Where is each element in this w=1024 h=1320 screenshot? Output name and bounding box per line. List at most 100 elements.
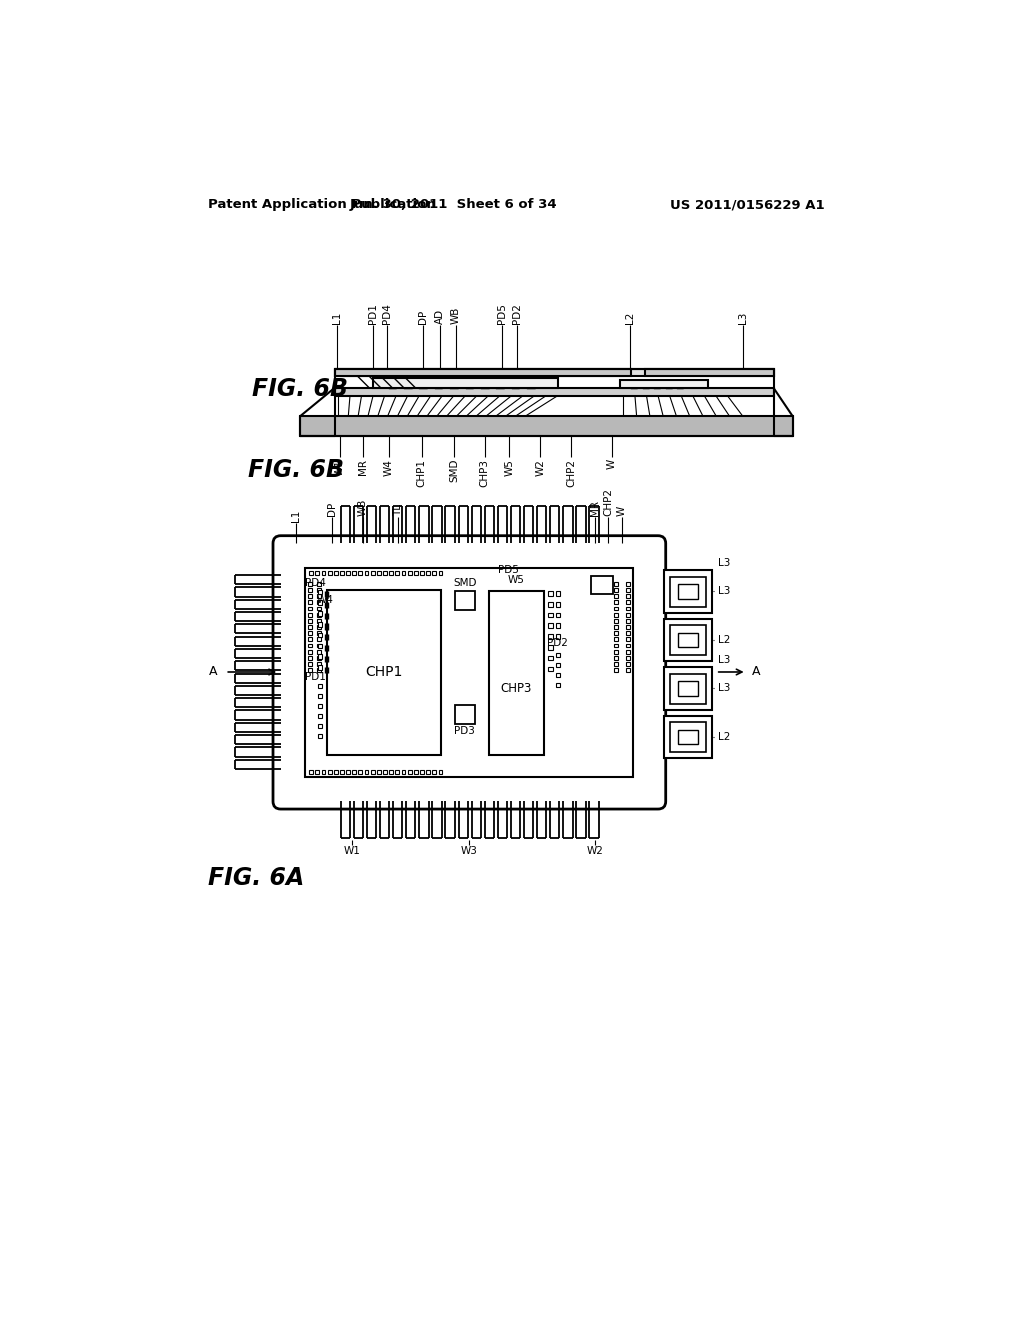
Bar bbox=[335, 368, 773, 376]
Bar bbox=[316, 644, 321, 647]
Text: L1: L1 bbox=[291, 510, 301, 521]
Bar bbox=[328, 770, 332, 774]
Bar bbox=[671, 577, 706, 607]
Bar bbox=[548, 645, 553, 649]
Bar bbox=[316, 601, 321, 605]
Bar bbox=[316, 619, 321, 623]
Text: FIG. 6B: FIG. 6B bbox=[248, 458, 344, 482]
Bar bbox=[627, 644, 631, 647]
Bar bbox=[627, 601, 631, 605]
Bar bbox=[317, 622, 323, 627]
Text: L2: L2 bbox=[718, 731, 730, 742]
Text: DP: DP bbox=[418, 310, 428, 323]
Bar bbox=[401, 572, 406, 576]
Bar bbox=[300, 416, 793, 436]
Bar bbox=[316, 631, 321, 635]
Bar bbox=[548, 591, 553, 595]
Bar bbox=[627, 589, 631, 591]
Bar bbox=[556, 612, 560, 618]
Bar bbox=[395, 770, 399, 774]
Text: W2: W2 bbox=[536, 459, 545, 475]
Text: L3: L3 bbox=[718, 684, 730, 693]
Bar bbox=[352, 572, 356, 576]
Bar bbox=[627, 594, 631, 598]
Bar bbox=[591, 576, 612, 594]
Bar bbox=[426, 770, 430, 774]
Text: PD5: PD5 bbox=[498, 304, 508, 323]
Bar bbox=[358, 572, 362, 576]
Bar bbox=[665, 668, 712, 710]
Bar bbox=[317, 590, 323, 594]
Text: CHP2: CHP2 bbox=[603, 487, 613, 516]
Text: W5: W5 bbox=[505, 459, 514, 475]
Bar bbox=[315, 770, 319, 774]
Bar bbox=[614, 644, 617, 647]
Bar bbox=[414, 770, 418, 774]
Bar bbox=[556, 623, 560, 628]
Bar bbox=[340, 770, 344, 774]
Bar bbox=[308, 612, 312, 616]
Bar bbox=[316, 594, 321, 598]
Text: Jun. 30, 2011  Sheet 6 of 34: Jun. 30, 2011 Sheet 6 of 34 bbox=[350, 198, 558, 211]
Bar bbox=[548, 612, 553, 618]
Bar bbox=[317, 684, 323, 688]
Bar bbox=[317, 611, 323, 615]
Bar bbox=[308, 607, 312, 610]
Text: W: W bbox=[607, 459, 616, 469]
Text: W2: W2 bbox=[587, 846, 603, 857]
Text: WB: WB bbox=[358, 499, 368, 516]
Bar bbox=[665, 570, 712, 612]
Bar bbox=[317, 632, 323, 638]
Text: Patent Application Publication: Patent Application Publication bbox=[208, 198, 435, 211]
Text: MR: MR bbox=[358, 459, 368, 475]
Bar bbox=[317, 693, 323, 698]
Bar bbox=[322, 770, 326, 774]
Bar bbox=[308, 631, 312, 635]
Text: WB: WB bbox=[451, 306, 461, 323]
Text: SMD: SMD bbox=[453, 578, 476, 589]
Text: AD: AD bbox=[435, 309, 445, 323]
Bar bbox=[455, 705, 475, 723]
Bar bbox=[627, 631, 631, 635]
Bar bbox=[627, 626, 631, 628]
Bar bbox=[614, 594, 617, 598]
FancyBboxPatch shape bbox=[273, 536, 666, 809]
Text: FIG. 6B: FIG. 6B bbox=[252, 378, 348, 401]
Text: PD4: PD4 bbox=[382, 304, 392, 323]
Bar bbox=[438, 770, 442, 774]
Bar bbox=[438, 572, 442, 576]
Bar bbox=[432, 572, 436, 576]
Bar bbox=[316, 612, 321, 616]
Text: A: A bbox=[752, 665, 761, 678]
Bar bbox=[335, 368, 631, 376]
Bar bbox=[614, 663, 617, 665]
Text: PD5: PD5 bbox=[499, 565, 519, 576]
Bar bbox=[308, 601, 312, 605]
Text: L3: L3 bbox=[718, 557, 730, 568]
Bar bbox=[426, 572, 430, 576]
Bar bbox=[671, 673, 706, 704]
Bar bbox=[556, 635, 560, 639]
Bar bbox=[334, 572, 338, 576]
Bar bbox=[316, 649, 321, 653]
Bar bbox=[627, 656, 631, 660]
Bar bbox=[371, 770, 375, 774]
Bar bbox=[627, 668, 631, 672]
Bar bbox=[678, 585, 698, 599]
Text: CHP1: CHP1 bbox=[417, 459, 427, 487]
Bar bbox=[488, 591, 544, 755]
Bar bbox=[614, 638, 617, 642]
Bar bbox=[678, 681, 698, 696]
Bar bbox=[614, 631, 617, 635]
Text: PD4: PD4 bbox=[305, 578, 326, 589]
Bar bbox=[308, 589, 312, 591]
Bar bbox=[373, 378, 558, 388]
Bar bbox=[432, 770, 436, 774]
Text: W3: W3 bbox=[461, 846, 478, 857]
Bar bbox=[420, 770, 424, 774]
Text: CHP3: CHP3 bbox=[501, 681, 532, 694]
Bar bbox=[305, 568, 634, 776]
Text: TL: TL bbox=[393, 504, 402, 516]
Text: W: W bbox=[616, 506, 627, 516]
Bar bbox=[614, 607, 617, 610]
